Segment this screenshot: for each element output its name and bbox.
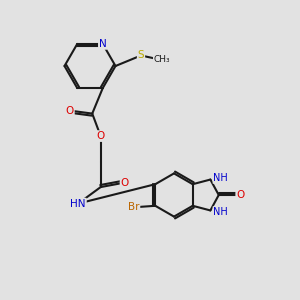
Text: HN: HN <box>70 199 86 208</box>
Text: N: N <box>99 39 106 49</box>
Text: S: S <box>138 50 144 61</box>
Text: O: O <box>66 106 74 116</box>
Text: O: O <box>236 190 244 200</box>
Text: NH: NH <box>213 207 228 217</box>
Text: O: O <box>97 131 105 141</box>
Text: NH: NH <box>213 173 228 183</box>
Text: O: O <box>121 178 129 188</box>
Text: CH₃: CH₃ <box>154 56 170 64</box>
Text: Br: Br <box>128 202 140 212</box>
